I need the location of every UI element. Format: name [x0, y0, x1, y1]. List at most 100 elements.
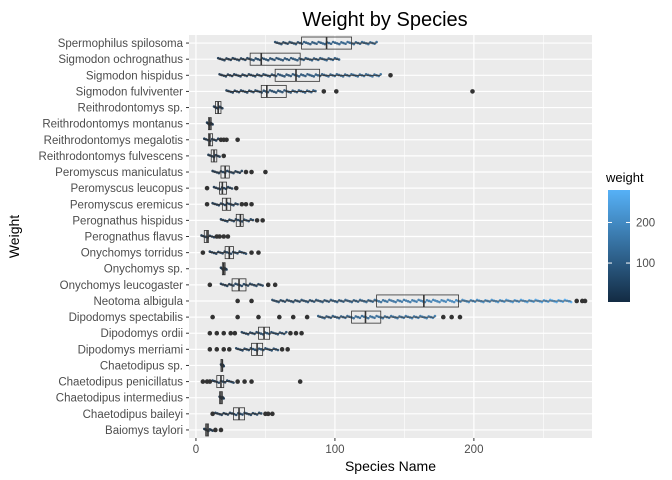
outlier-point	[233, 185, 239, 191]
jitter-point	[283, 89, 286, 92]
jitter-point	[383, 299, 387, 303]
outlier-point	[204, 201, 210, 207]
outlier-point	[249, 379, 254, 384]
jitter-point	[256, 57, 260, 61]
jitter-point	[344, 42, 347, 46]
legend-ticks: 100 200	[608, 217, 655, 270]
jitter-point	[400, 300, 404, 303]
jitter-point	[313, 41, 316, 45]
outlier-point	[213, 427, 218, 433]
jitter-point	[225, 169, 229, 173]
jitter-point	[232, 72, 236, 76]
jitter-point	[250, 58, 253, 61]
jitter-point	[281, 74, 284, 77]
outlier-point	[200, 379, 206, 384]
jitter-point	[310, 74, 313, 77]
outlier-point	[224, 137, 229, 143]
x-tick-label: 100	[325, 444, 344, 456]
jitter-point	[234, 413, 238, 417]
jitter-point	[373, 316, 376, 320]
outlier-point	[221, 234, 227, 239]
outlier-point	[235, 298, 240, 304]
outlier-point	[288, 330, 293, 336]
box-reithrodontomys-megalotis	[202, 133, 240, 147]
legend-tick-label: 200	[636, 217, 655, 229]
jitter-point	[241, 349, 244, 352]
jitter-point	[436, 300, 439, 303]
outlier-point	[285, 347, 290, 352]
y-tick-label: Reithrodontomys megalotis	[44, 135, 184, 147]
outlier-point	[207, 379, 213, 384]
outlier-point	[221, 330, 227, 336]
jitter-point	[294, 58, 297, 61]
jitter-point	[255, 284, 258, 288]
jitter-point	[232, 381, 235, 384]
jitter-point	[369, 315, 372, 318]
jitter-point	[375, 40, 378, 44]
box-peromyscus-maniculatus	[211, 165, 268, 179]
box-peromyscus-eremicus	[204, 197, 254, 211]
outlier-point	[210, 314, 215, 320]
jitter-point	[289, 74, 293, 78]
x-axis-ticks: 0 100 200	[193, 438, 483, 456]
jitter-point	[302, 40, 306, 44]
jitter-point	[287, 74, 290, 77]
x-tick-label: 0	[193, 444, 199, 456]
y-tick-label: Reithrodontomys fulvescens	[39, 151, 184, 163]
jitter-point	[438, 300, 441, 304]
jitter-point	[304, 41, 308, 45]
box-reithrodontomys-montanus	[205, 117, 214, 131]
jitter-point	[217, 171, 221, 175]
jitter-point	[316, 74, 320, 77]
boxes	[200, 36, 588, 437]
jitter-point	[444, 300, 448, 303]
outlier-point	[263, 169, 268, 175]
jitter-point	[352, 316, 355, 320]
outlier-point	[242, 379, 247, 384]
jitter-point	[296, 58, 299, 62]
outlier-point	[207, 282, 213, 288]
outlier-point	[321, 89, 327, 94]
jitter-point	[291, 72, 295, 76]
jitter-point	[276, 72, 280, 76]
jitter-point	[218, 72, 221, 76]
outlier-point	[256, 314, 261, 320]
jitter-point	[366, 316, 370, 320]
outlier-point	[265, 282, 271, 288]
outlier-point	[279, 347, 285, 352]
y-tick-label: Dipodomys merriami	[78, 344, 183, 356]
jitter-point	[288, 40, 291, 44]
jitter-point	[311, 41, 314, 44]
jitter-point	[283, 75, 286, 78]
jitter-point	[270, 89, 274, 93]
y-tick-label: Sigmodon hispidus	[86, 70, 183, 82]
jitter-point	[236, 218, 240, 222]
jitter-point	[310, 58, 314, 62]
jitter-point	[264, 58, 268, 61]
jitter-point	[390, 299, 393, 302]
jitter-point	[232, 284, 235, 287]
jitter-point	[333, 41, 337, 45]
jitter-point	[289, 56, 293, 60]
jitter-point	[319, 41, 323, 45]
jitter-point	[317, 40, 320, 44]
jitter-point	[320, 72, 324, 76]
jitter-point	[291, 57, 295, 61]
jitter-point	[431, 298, 435, 302]
jitter-point	[356, 315, 360, 319]
y-tick-label: Peromyscus leucopus	[71, 183, 184, 195]
jitter-point	[408, 300, 412, 304]
jitter-point	[354, 315, 358, 318]
jitter-point	[240, 284, 244, 288]
jitter-point	[272, 90, 276, 94]
jitter-point	[212, 185, 216, 189]
jitter-point	[265, 331, 269, 335]
jitter-point	[358, 316, 362, 320]
jitter-point	[427, 299, 431, 303]
outlier-point	[293, 330, 299, 336]
jitter-point	[242, 282, 246, 286]
outlier-point	[221, 347, 227, 352]
jitter-point	[274, 91, 278, 94]
jitter-point	[262, 57, 266, 61]
jitter-point	[450, 300, 454, 303]
